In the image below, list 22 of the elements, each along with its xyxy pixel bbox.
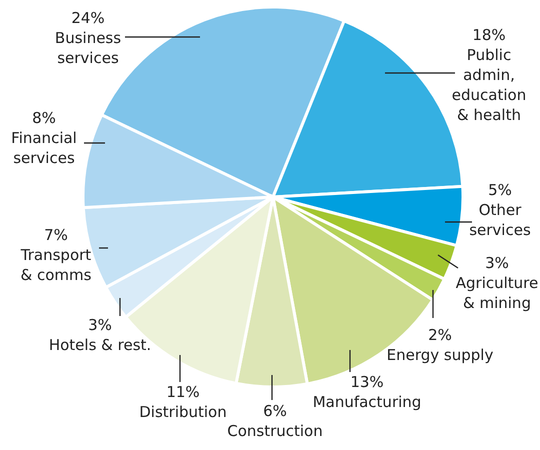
slice-label: Financial services <box>11 129 77 167</box>
data-label: 7% <box>44 226 68 244</box>
slice-label: Public admin, education & health <box>452 46 526 124</box>
slice-label: Transport & comms <box>20 246 92 284</box>
data-label: 6% <box>263 402 287 420</box>
data-label: 18% <box>472 26 506 44</box>
slice-label: Construction <box>227 422 323 440</box>
data-label: 5% <box>488 181 512 199</box>
data-label: 8% <box>32 109 56 127</box>
slice-label: Energy supply <box>386 346 494 364</box>
data-label: 3% <box>485 254 509 272</box>
slice-label: Business services <box>54 29 122 67</box>
data-label: 2% <box>428 326 452 344</box>
slice-label: Hotels & rest. <box>48 336 152 354</box>
slice-label: Manufacturing <box>312 393 422 411</box>
slice-label: Other services <box>469 201 531 239</box>
data-label: 3% <box>88 316 112 334</box>
data-label: 11% <box>166 383 200 401</box>
data-label: 13% <box>350 373 384 391</box>
slice-label: Agriculture & mining <box>456 274 538 312</box>
data-label: 24% <box>71 9 105 27</box>
slice-label: Distribution <box>139 403 227 421</box>
